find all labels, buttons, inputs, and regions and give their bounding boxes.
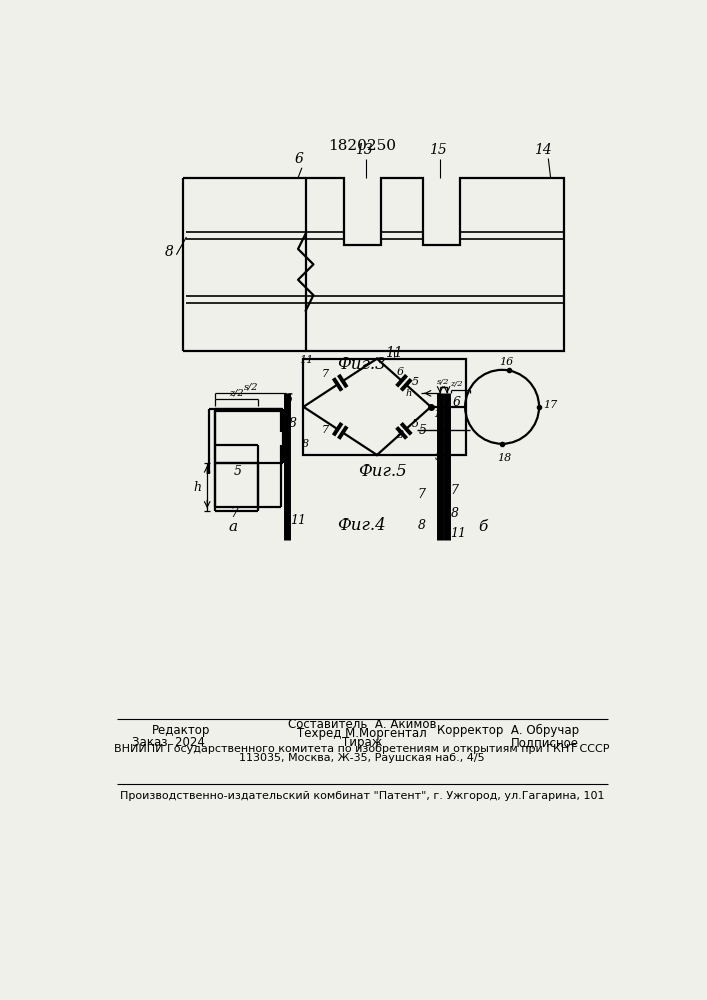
Text: 15: 15: [429, 143, 447, 157]
Text: Составитель  А. Акимов: Составитель А. Акимов: [288, 718, 436, 731]
Text: Фиг.3: Фиг.3: [337, 356, 386, 373]
Text: 7: 7: [417, 488, 426, 501]
Text: z/2: z/2: [229, 388, 244, 397]
Text: h: h: [406, 389, 412, 398]
Text: 113035, Москва, Ж-35, Раушская наб., 4/5: 113035, Москва, Ж-35, Раушская наб., 4/5: [239, 753, 485, 763]
Bar: [303, 359, 466, 455]
Text: Тираж: Тираж: [341, 736, 382, 749]
Text: 11: 11: [385, 346, 403, 360]
Text: Фиг.5: Фиг.5: [358, 463, 407, 480]
Text: h: h: [194, 481, 201, 494]
Text: 8: 8: [450, 507, 459, 520]
Text: 13: 13: [355, 143, 373, 157]
Text: 6: 6: [294, 152, 303, 166]
Text: 8: 8: [417, 519, 426, 532]
Text: 5: 5: [411, 377, 419, 387]
Text: 8: 8: [302, 439, 309, 449]
Text: 5: 5: [419, 424, 427, 437]
Text: 5: 5: [434, 450, 443, 463]
Text: 11: 11: [300, 355, 314, 365]
Text: 8: 8: [165, 245, 173, 259]
Text: 5: 5: [234, 465, 242, 478]
Text: 7: 7: [231, 507, 239, 520]
Text: 11: 11: [291, 514, 306, 527]
Text: б: б: [478, 520, 487, 534]
Text: s/2: s/2: [438, 378, 450, 386]
Text: а: а: [228, 520, 237, 534]
Text: 7: 7: [450, 484, 459, 497]
Text: Корректор  А. Обручар: Корректор А. Обручар: [437, 724, 579, 737]
Text: 7: 7: [321, 369, 328, 379]
Text: Фиг.4: Фиг.4: [337, 517, 386, 534]
Text: 16: 16: [499, 357, 513, 367]
Text: 18: 18: [497, 453, 512, 463]
Text: 1820250: 1820250: [328, 139, 396, 153]
Text: 19: 19: [433, 409, 448, 419]
Text: 6: 6: [284, 393, 292, 406]
Text: 6: 6: [397, 367, 404, 377]
Text: Заказ  2024: Заказ 2024: [132, 736, 205, 749]
Text: 8: 8: [288, 417, 297, 430]
Text: 6: 6: [452, 396, 461, 409]
Text: 17: 17: [543, 400, 557, 410]
Text: z/2: z/2: [450, 380, 463, 388]
Text: Редактор: Редактор: [152, 724, 210, 737]
Text: 8: 8: [397, 430, 404, 440]
Text: s/2: s/2: [243, 382, 258, 391]
Text: Подписное: Подписное: [511, 736, 579, 749]
Text: 5: 5: [411, 419, 419, 429]
Text: 7: 7: [321, 425, 328, 435]
Text: Техред М.Моргентал: Техред М.Моргентал: [297, 727, 427, 740]
Text: 14: 14: [534, 143, 551, 157]
Text: ВНИИПИ Государственного комитета по изобретениям и открытиям при ГКНТ СССР: ВНИИПИ Государственного комитета по изоб…: [115, 744, 609, 754]
Text: 11: 11: [450, 527, 467, 540]
Text: Производственно-издательский комбинат "Патент", г. Ужгород, ул.Гагарина, 101: Производственно-издательский комбинат "П…: [119, 791, 604, 801]
